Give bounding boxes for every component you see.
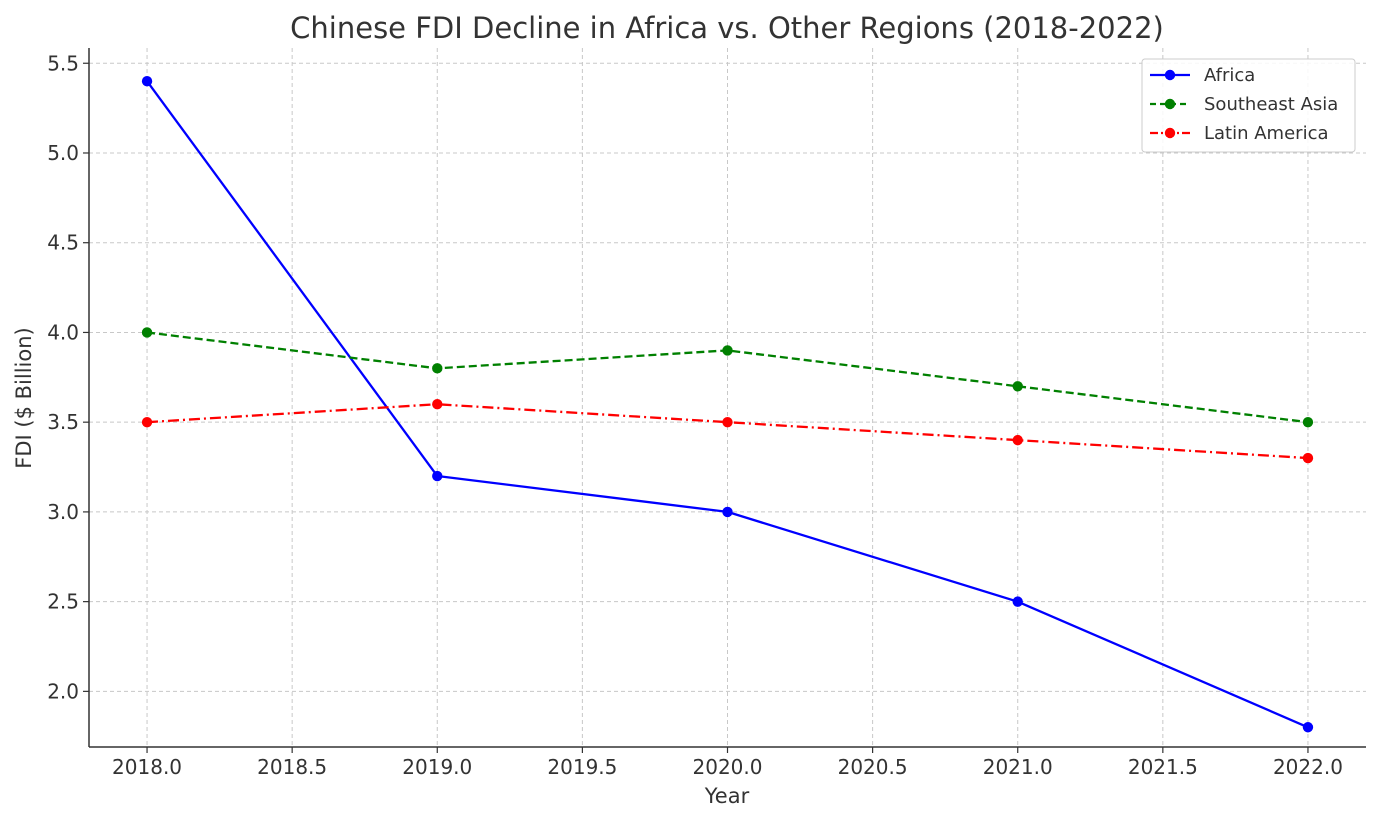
legend-label: Latin America — [1204, 123, 1329, 144]
legend-swatch-marker — [1164, 127, 1176, 139]
chart-title: Chinese FDI Decline in Africa vs. Other … — [290, 11, 1164, 45]
x-tick-label: 2020.0 — [693, 755, 763, 779]
data-point-latin-america — [722, 416, 733, 428]
grid-lines — [89, 48, 1366, 747]
legend-box — [1141, 58, 1356, 153]
y-tick-label: 5.5 — [47, 51, 79, 75]
data-point-southeast-asia — [722, 345, 733, 356]
data-point-southeast-asia — [1012, 381, 1023, 392]
data-point-latin-america — [141, 416, 153, 428]
y-tick-label: 3.5 — [47, 410, 79, 434]
series-line-latin-america — [146, 403, 1309, 460]
data-point-southeast-asia — [432, 363, 443, 374]
x-tick-label: 2020.5 — [838, 755, 908, 779]
legend-label: Africa — [1204, 65, 1255, 86]
x-axis-label: Year — [704, 784, 750, 808]
series-southeast-asia — [141, 327, 1314, 428]
series-latin-america — [141, 399, 1314, 464]
legend-item-southeast-asia: Southeast Asia — [1150, 94, 1338, 115]
legend-swatch-marker — [1164, 98, 1176, 110]
data-point-africa — [141, 76, 153, 87]
y-tick-label: 4.0 — [47, 320, 79, 344]
data-point-africa — [1302, 722, 1314, 733]
x-tick-label: 2019.0 — [402, 755, 472, 779]
x-tick-label: 2019.5 — [547, 755, 617, 779]
data-point-africa — [1012, 596, 1023, 607]
series-africa — [141, 76, 1314, 733]
x-tick-label: 2018.5 — [257, 755, 327, 779]
y-tick-label: 4.5 — [47, 231, 79, 255]
x-tick-label: 2021.0 — [983, 755, 1053, 779]
data-point-southeast-asia — [1302, 416, 1314, 428]
legend-entries: Africa Southeast Asia Latin America — [1150, 65, 1338, 144]
x-tick-label: 2021.5 — [1128, 755, 1198, 779]
series-layer — [141, 76, 1314, 733]
data-point-southeast-asia — [141, 327, 153, 338]
data-point-latin-america — [1302, 452, 1314, 464]
data-point-africa — [722, 506, 733, 518]
y-axis-ticks: 2.0 2.5 3.0 3.5 4.0 4.5 5.0 5.5 — [47, 51, 89, 703]
x-tick-label: 2022.0 — [1273, 755, 1343, 779]
legend-label: Southeast Asia — [1204, 94, 1338, 115]
y-tick-label: 2.0 — [47, 679, 79, 703]
legend-item-latin-america: Latin America — [1150, 123, 1329, 144]
y-tick-label: 3.0 — [47, 500, 79, 524]
y-axis-label: FDI ($ Billion) — [12, 327, 36, 468]
legend-swatch-marker — [1164, 69, 1176, 81]
data-point-latin-america — [1012, 434, 1023, 446]
legend-item-africa: Africa — [1150, 65, 1255, 86]
y-tick-label: 2.5 — [47, 590, 79, 614]
y-tick-label: 5.0 — [47, 141, 79, 165]
x-tick-label: 2018.0 — [112, 755, 182, 779]
legend: Africa Southeast Asia Latin America — [1141, 58, 1356, 153]
data-point-africa — [432, 470, 443, 482]
data-point-latin-america — [432, 399, 443, 410]
x-axis-ticks: 2018.0 2018.5 2019.0 2019.5 2020.0 2020.5 2021… — [112, 747, 1343, 779]
